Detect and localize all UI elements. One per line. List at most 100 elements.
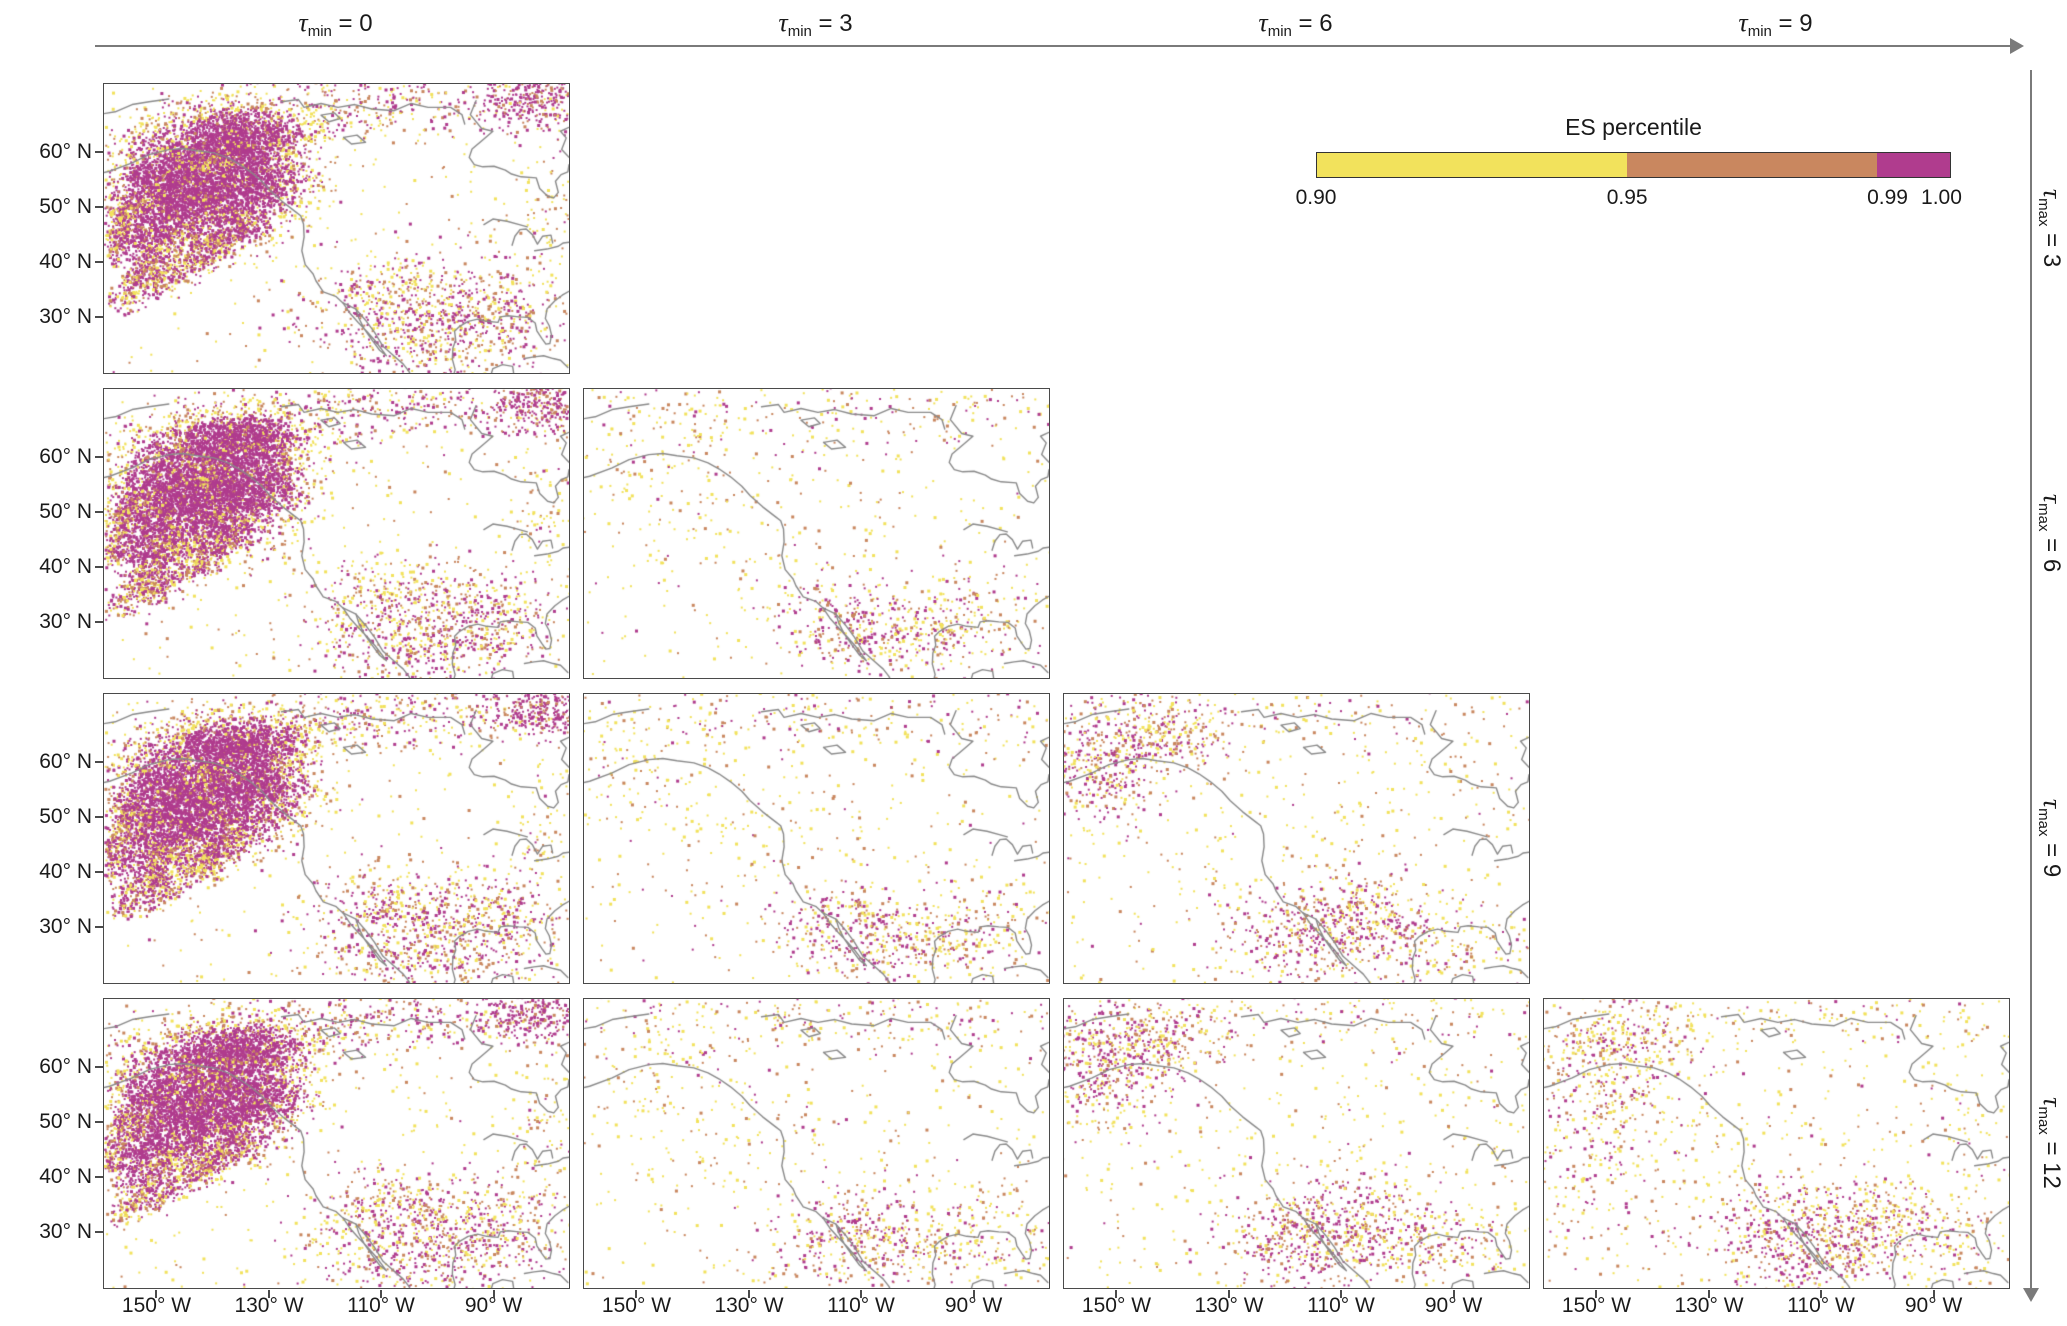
colorbar-title: ES percentile xyxy=(1565,114,1702,140)
map-canvas-tmin3-tmax9 xyxy=(584,694,1049,983)
map-canvas-tmin3-tmax6 xyxy=(584,389,1049,678)
colorbar-segment-2 xyxy=(1876,153,1950,177)
tau-subscript: min xyxy=(307,23,332,40)
y-tick-label: 40° N xyxy=(39,860,92,884)
x-tick-label: 150° W xyxy=(601,1294,672,1317)
y-tick-label: 40° N xyxy=(39,555,92,579)
tau-value: = 6 xyxy=(2038,530,2065,572)
y-tick-label: 50° N xyxy=(39,805,92,829)
axis-tick xyxy=(860,1290,863,1298)
map-canvas-tmin0-tmax3 xyxy=(104,84,569,373)
axis-tick xyxy=(1228,1290,1230,1298)
tau-min-header-1: τmin = 3 xyxy=(778,8,853,40)
axis-tick xyxy=(95,1231,103,1234)
y-tick-label: 30° N xyxy=(39,610,92,634)
tau-max-header-2: τmax = 9 xyxy=(2035,798,2067,877)
x-tick-label: 90° W xyxy=(1904,1294,1963,1317)
axis-tick xyxy=(972,1290,975,1298)
tau-subscript: max xyxy=(2035,807,2052,836)
x-tick-label: 90° W xyxy=(464,1294,523,1317)
tau-min-axis-arrow xyxy=(95,45,2012,47)
tau-max-header-1: τmax = 6 xyxy=(2035,493,2067,572)
tau-value: = 3 xyxy=(2038,225,2065,267)
y-tick-label: 30° N xyxy=(39,305,92,329)
map-canvas-tmin3-tmax12 xyxy=(584,999,1049,1288)
tau-min-header-3: τmin = 9 xyxy=(1738,8,1813,40)
colorbar-segment-0 xyxy=(1317,153,1628,177)
axis-tick xyxy=(95,206,103,209)
map-panel-tmin0-tmax3 xyxy=(103,83,570,374)
map-panel-tmin3-tmax12 xyxy=(583,998,1050,1289)
axis-tick xyxy=(1820,1290,1823,1298)
tau-subscript: min xyxy=(787,23,812,40)
y-tick-label: 60° N xyxy=(39,1055,92,1079)
tau-value: = 12 xyxy=(2038,1134,2065,1189)
x-tick-label: 150° W xyxy=(1081,1294,1152,1317)
axis-tick xyxy=(95,621,103,624)
tau-min-header-2: τmin = 6 xyxy=(1258,8,1333,40)
y-tick-label: 40° N xyxy=(39,250,92,274)
map-canvas-tmin9-tmax12 xyxy=(1544,999,2009,1288)
tau-symbol: τ xyxy=(2038,493,2067,503)
tau-symbol: τ xyxy=(778,8,788,37)
axis-tick xyxy=(95,816,103,819)
tau-symbol: τ xyxy=(2038,1096,2067,1106)
x-tick-label: 130° W xyxy=(1674,1294,1744,1317)
x-tick-label: 130° W xyxy=(1194,1294,1264,1317)
tau-value: = 6 xyxy=(1291,10,1333,37)
colorbar-tick-label: 1.00 xyxy=(1921,186,1962,209)
map-panel-tmin3-tmax6 xyxy=(583,388,1050,679)
tau-symbol: τ xyxy=(1258,8,1268,37)
colorbar-tick-label: 0.90 xyxy=(1295,186,1337,209)
x-tick-label: 110° W xyxy=(1787,1294,1855,1317)
tau-value: = 3 xyxy=(811,10,853,37)
tau-symbol: τ xyxy=(298,8,308,37)
y-tick-label: 60° N xyxy=(39,750,92,774)
axis-tick xyxy=(380,1290,383,1298)
y-tick-label: 50° N xyxy=(39,195,92,219)
map-panel-tmin0-tmax9 xyxy=(103,693,570,984)
tau-value: = 9 xyxy=(2038,835,2065,877)
tau-subscript: max xyxy=(2035,502,2052,531)
axis-tick xyxy=(1115,1290,1118,1298)
y-tick-label: 30° N xyxy=(39,915,92,939)
axis-tick xyxy=(95,566,103,569)
axis-tick xyxy=(155,1290,158,1298)
map-panel-tmin9-tmax12 xyxy=(1543,998,2010,1289)
tau-symbol: τ xyxy=(1738,8,1748,37)
map-panel-tmin0-tmax12 xyxy=(103,998,570,1289)
map-canvas-tmin6-tmax12 xyxy=(1064,999,1529,1288)
tau-symbol: τ xyxy=(2038,798,2067,808)
arrow-head-right-icon xyxy=(2010,38,2024,54)
axis-tick xyxy=(635,1290,638,1298)
tau-subscript: max xyxy=(2035,197,2052,226)
x-tick-label: 90° W xyxy=(944,1294,1003,1317)
map-canvas-tmin0-tmax12 xyxy=(104,999,569,1288)
tau-subscript: max xyxy=(2035,1105,2052,1135)
arrow-head-down-icon xyxy=(2023,1288,2039,1302)
axis-tick xyxy=(492,1290,495,1298)
axis-tick xyxy=(1595,1290,1598,1298)
axis-tick xyxy=(748,1290,750,1298)
axis-tick xyxy=(1932,1290,1935,1298)
axis-tick xyxy=(268,1290,270,1298)
x-tick-label: 130° W xyxy=(234,1294,304,1317)
axis-tick xyxy=(95,926,103,929)
axis-tick xyxy=(95,316,103,319)
tau-max-header-3: τmax = 12 xyxy=(2035,1096,2067,1189)
axis-tick xyxy=(95,261,103,264)
tau-subscript: min xyxy=(1267,23,1292,40)
tau-symbol: τ xyxy=(2038,188,2067,198)
y-tick-label: 60° N xyxy=(39,140,92,164)
x-tick-label: 150° W xyxy=(1561,1294,1632,1317)
y-tick-label: 40° N xyxy=(39,1165,92,1189)
colorbar-tick-label: 0.95 xyxy=(1606,186,1648,209)
axis-tick xyxy=(95,1066,103,1069)
y-tick-label: 60° N xyxy=(39,445,92,469)
axis-tick xyxy=(1452,1290,1455,1298)
map-panel-tmin0-tmax6 xyxy=(103,388,570,679)
tau-value: = 9 xyxy=(1771,10,1813,37)
axis-tick xyxy=(95,761,103,764)
axis-tick xyxy=(95,456,103,459)
